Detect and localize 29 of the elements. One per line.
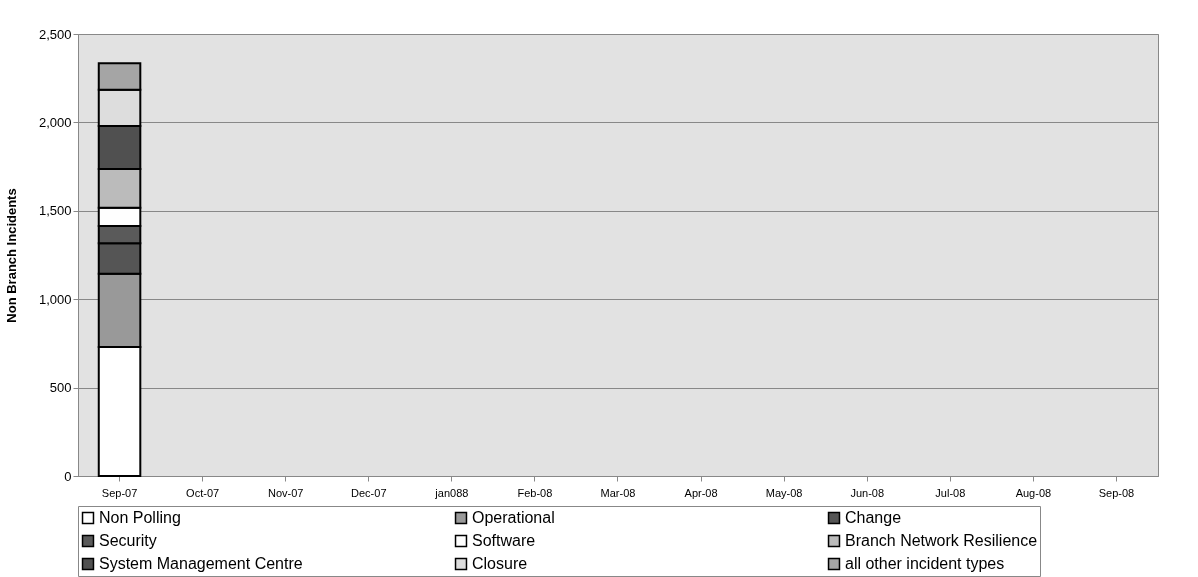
x-tick-label: jan088 bbox=[434, 486, 469, 499]
legend-label: System Management Centre bbox=[99, 555, 303, 572]
x-tick-label: Dec-07 bbox=[351, 486, 387, 499]
x-tick-label: Aug-08 bbox=[1015, 486, 1052, 499]
legend-label: Security bbox=[99, 532, 157, 549]
y-tick-label: 0 bbox=[64, 468, 72, 484]
y-tick-label: 1,500 bbox=[38, 203, 72, 219]
y-tick-label: 2,500 bbox=[38, 26, 72, 42]
x-tick-label: May-08 bbox=[765, 486, 803, 499]
y-tick-label: 1,000 bbox=[38, 291, 72, 307]
x-tick-label: Jul-08 bbox=[935, 486, 966, 499]
y-axis-title: Non Branch Incidents bbox=[3, 188, 19, 323]
x-tick-label: Sep-08 bbox=[1098, 486, 1135, 499]
x-tick-label: Mar-08 bbox=[600, 486, 636, 499]
y-tick-label: 500 bbox=[49, 380, 72, 396]
legend-label: Operational bbox=[472, 509, 555, 526]
x-tick-label: Feb-08 bbox=[517, 486, 553, 499]
x-tick-label: Apr-08 bbox=[684, 486, 718, 499]
legend-label: Closure bbox=[472, 555, 528, 572]
x-tick-label: Nov-07 bbox=[267, 486, 304, 499]
legend-label: all other incident types bbox=[845, 555, 1005, 572]
legend-label: Branch Network Resilience bbox=[845, 532, 1038, 549]
x-tick-label: Jun-08 bbox=[850, 486, 885, 499]
x-tick-label: Sep-07 bbox=[101, 486, 138, 499]
legend-label: Software bbox=[472, 532, 536, 549]
legend-label: Change bbox=[845, 509, 902, 526]
legend-label: Non Polling bbox=[99, 509, 181, 526]
y-tick-label: 2,000 bbox=[38, 114, 72, 130]
x-tick-label: Oct-07 bbox=[186, 486, 220, 499]
